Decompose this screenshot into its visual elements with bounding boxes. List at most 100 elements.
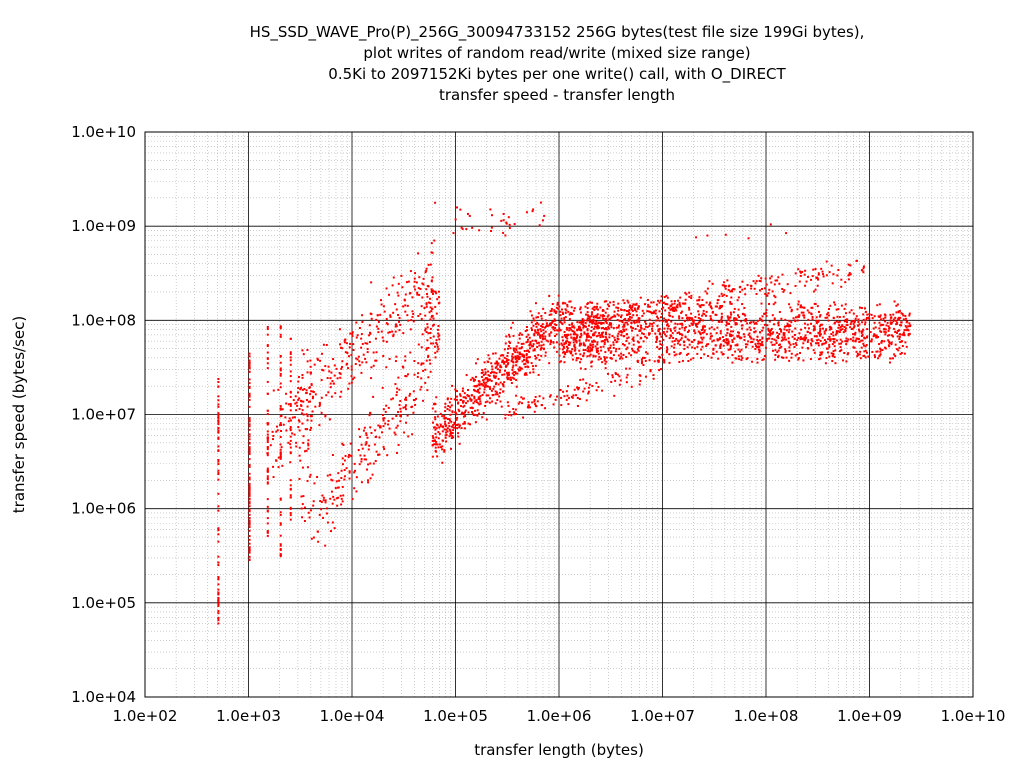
data-point [280,414,283,417]
data-point [558,305,561,308]
data-point [404,293,407,296]
data-point [589,353,592,356]
data-point [908,312,911,315]
data-point [424,327,427,330]
data-point [641,309,644,312]
data-point [657,299,660,302]
data-point [601,315,604,318]
data-point [432,335,435,338]
data-point [784,318,787,321]
data-point [795,316,798,319]
data-point [351,332,354,335]
data-point [788,342,791,345]
data-point [669,308,672,311]
data-point [248,491,251,494]
data-point [628,342,631,345]
data-point [860,269,863,272]
data-point [457,401,460,404]
data-point [507,216,510,219]
data-point [291,432,294,435]
data-point [720,292,723,295]
data-point [647,303,650,306]
data-point [625,310,628,313]
data-point [773,283,776,286]
data-point [709,301,712,304]
data-point [732,288,735,291]
data-point [676,331,679,334]
data-point [673,351,676,354]
data-point [733,319,736,322]
data-point [587,386,590,389]
data-point [900,351,903,354]
data-point [377,331,380,334]
data-point [510,359,513,362]
data-point [647,305,650,308]
data-point [796,315,799,318]
data-point [776,331,779,334]
data-point [502,354,505,357]
data-point [637,346,640,349]
data-point [828,345,831,348]
data-point [651,327,654,330]
data-point [615,326,618,329]
data-point [464,409,467,412]
data-point [599,314,602,317]
data-point [248,559,251,562]
data-point [599,336,602,339]
data-point [797,337,800,340]
data-point [743,319,746,322]
data-point [577,325,580,328]
data-point [464,415,467,418]
data-point [586,329,589,332]
data-point [582,354,585,357]
data-point [279,333,282,336]
data-point [583,332,586,335]
data-point [698,331,701,334]
data-point [841,340,844,343]
data-point [894,330,897,333]
x-tick-label: 1.0e+09 [837,707,902,725]
data-point [642,312,645,315]
data-point [731,340,734,343]
data-point [697,330,700,333]
data-point [482,379,485,382]
data-point [460,226,463,229]
data-point [898,318,901,321]
data-point [439,425,442,428]
data-point [888,341,891,344]
data-point [684,302,687,305]
data-point [589,301,592,304]
data-point [570,350,573,353]
data-point [730,302,733,305]
data-point [520,347,523,350]
data-point [846,340,849,343]
data-point [603,341,606,344]
data-point [583,387,586,390]
data-point [516,360,519,363]
data-point [384,410,387,413]
data-point [508,340,511,343]
data-point [664,303,667,306]
data-point [326,507,329,510]
data-point [664,309,667,312]
data-point [479,400,482,403]
data-point [409,270,412,273]
data-point [383,310,386,313]
data-point [429,306,432,309]
data-point [514,408,517,411]
data-point [550,309,553,312]
data-point [307,400,310,403]
data-point [649,310,652,313]
data-point [806,330,809,333]
data-point [528,344,531,347]
data-point [832,331,835,334]
data-point [439,423,442,426]
data-point [854,317,857,320]
data-point [595,314,598,317]
data-point [706,234,709,237]
data-point [830,333,833,336]
data-point [486,378,489,381]
data-point [777,321,780,324]
data-point [568,300,571,303]
data-point [217,426,220,429]
